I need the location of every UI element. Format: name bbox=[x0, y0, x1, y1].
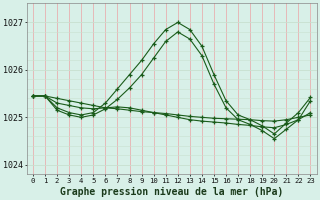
X-axis label: Graphe pression niveau de la mer (hPa): Graphe pression niveau de la mer (hPa) bbox=[60, 186, 284, 197]
